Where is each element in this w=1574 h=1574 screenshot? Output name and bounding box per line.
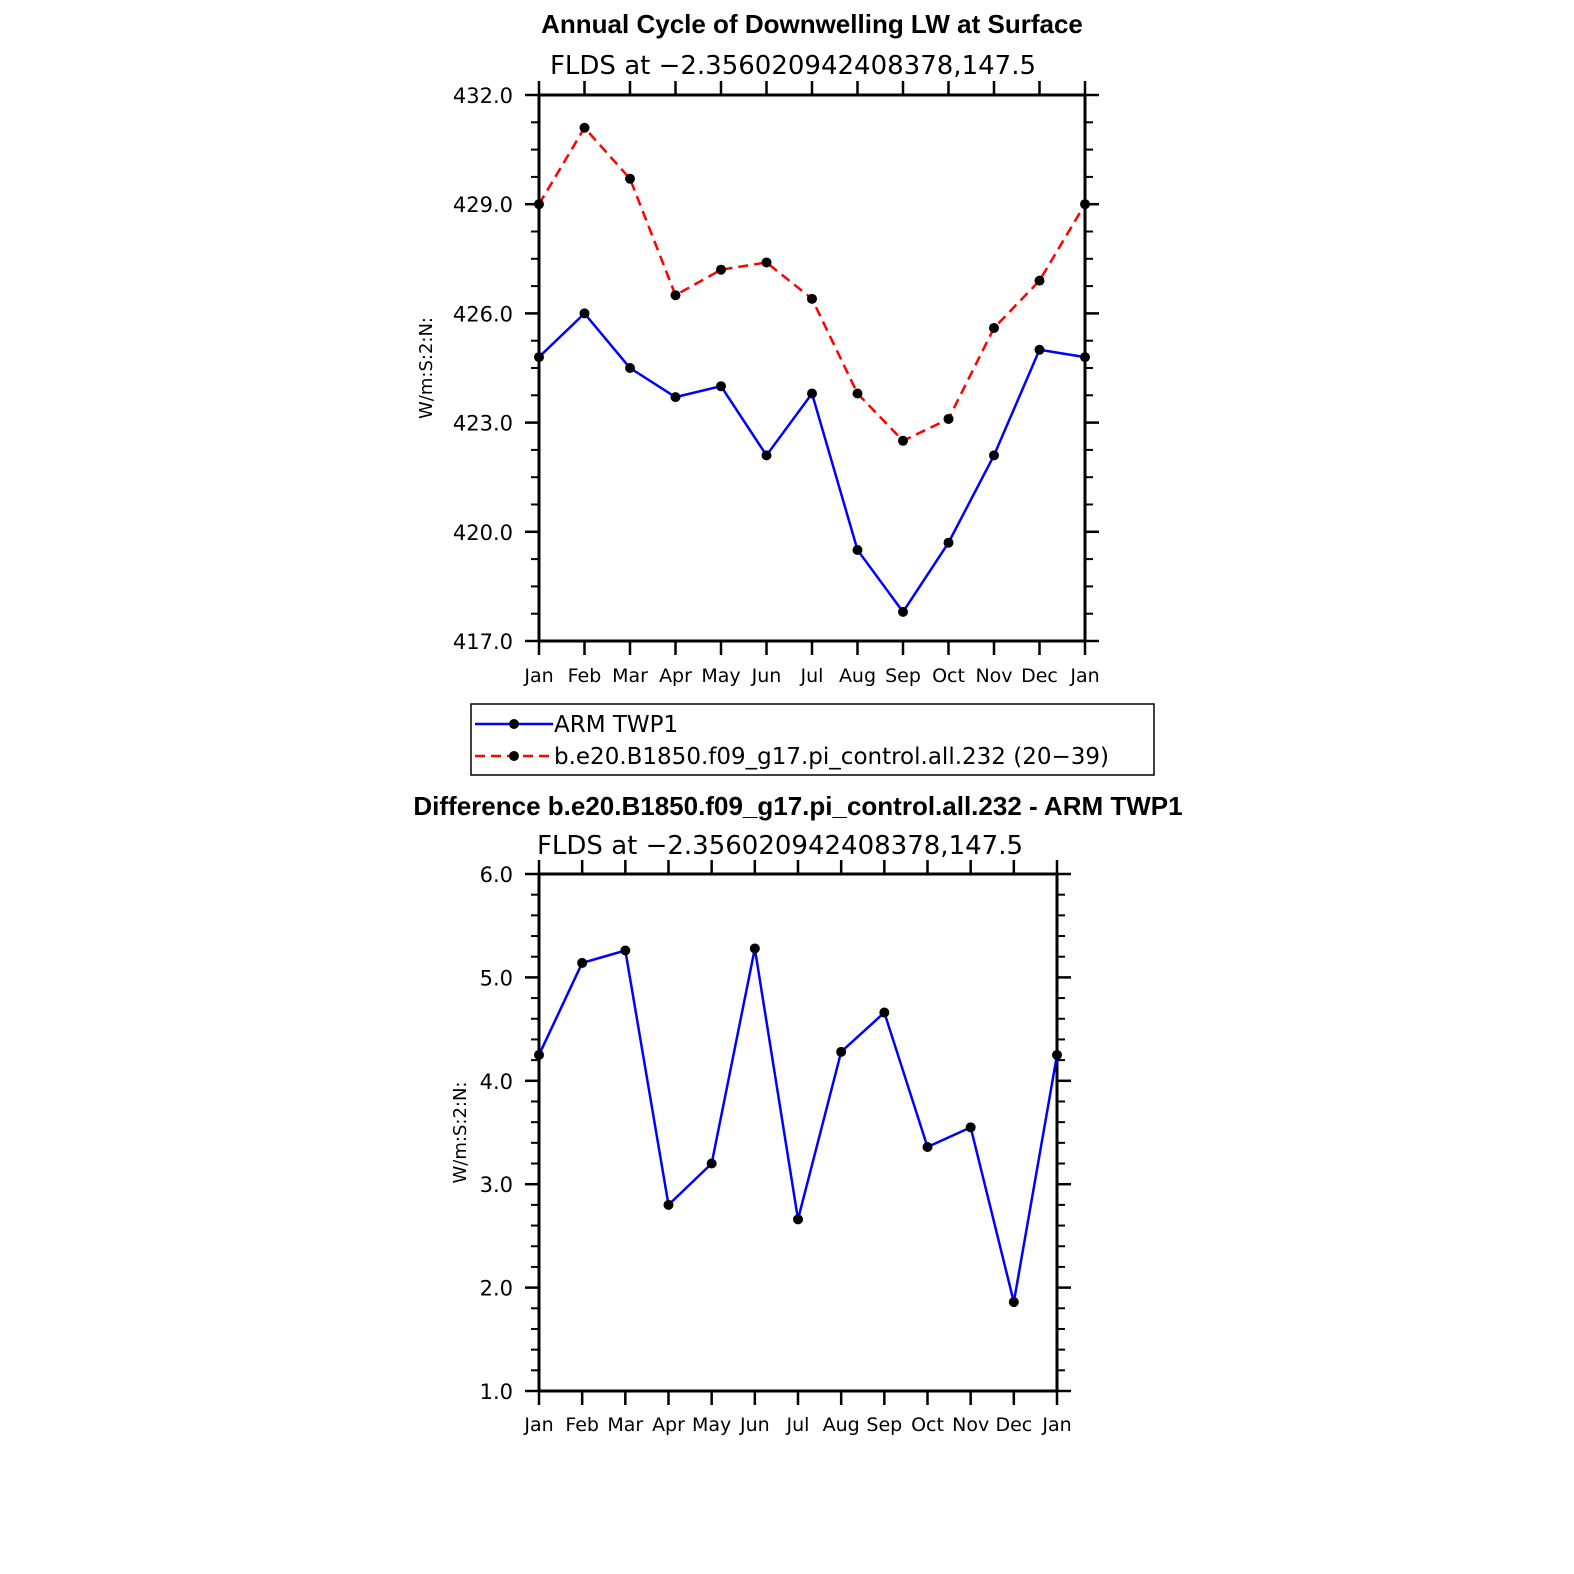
x-tick-label: Oct [932, 665, 965, 687]
data-point [965, 1122, 976, 1133]
data-point [1034, 344, 1045, 355]
legend-label: ARM TWP1 [554, 712, 678, 738]
data-point [943, 537, 954, 548]
data-point [1034, 275, 1045, 286]
y-tick-label: 5.0 [480, 966, 513, 990]
data-point [1052, 1049, 1062, 1060]
x-tick-label: Sep [885, 665, 921, 687]
data-point [1008, 1297, 1019, 1308]
y-tick-label: 3.0 [480, 1173, 513, 1197]
data-point [836, 1046, 847, 1057]
data-point [579, 308, 590, 319]
x-tick-label: Jun [739, 1414, 770, 1436]
data-point [793, 1214, 803, 1225]
x-tick-label: Jun [751, 665, 782, 687]
x-tick-label: Oct [911, 1414, 944, 1436]
data-point [716, 381, 726, 392]
x-tick-label: Jan [523, 665, 553, 687]
y-tick-label: 420.0 [453, 521, 513, 545]
difference-chart: Difference b.e20.B1850.f09_g17.pi_contro… [413, 791, 1182, 1436]
plot-frame [537, 93, 1087, 643]
chart-subtitle: FLDS at −2.356020942408378,147.5 [537, 831, 1023, 861]
data-point [989, 322, 999, 333]
data-point [852, 388, 863, 399]
series-line [538, 311, 1086, 615]
x-tick-label: Jan [1041, 1414, 1071, 1436]
plot-frame [537, 872, 1059, 1393]
x-tick-label: Nov [952, 1414, 989, 1436]
x-tick-label: Jul [800, 665, 824, 687]
x-tick-label: Sep [866, 1414, 902, 1436]
annual-cycle-chart: Annual Cycle of Downwelling LW at Surfac… [416, 9, 1100, 687]
x-tick-label: Dec [1021, 665, 1058, 687]
data-point [534, 352, 544, 363]
x-tick-label: Apr [652, 1414, 685, 1436]
y-axis-label: W/m:S:2:N: [416, 317, 437, 419]
chart-title: Difference b.e20.B1850.f09_g17.pi_contro… [413, 791, 1182, 821]
data-point [989, 450, 999, 461]
data-point [898, 606, 908, 617]
data-point [807, 388, 817, 399]
y-tick-label: 429.0 [453, 193, 513, 217]
x-tick-label: May [692, 1414, 731, 1436]
y-tick-label: 423.0 [453, 412, 513, 436]
chart-title: Annual Cycle of Downwelling LW at Surfac… [541, 9, 1083, 39]
data-point [879, 1007, 890, 1018]
y-tick-label: 417.0 [453, 630, 513, 654]
legend-marker [509, 751, 519, 761]
data-point [1080, 352, 1090, 363]
data-point [670, 392, 681, 403]
legend-marker [509, 719, 519, 729]
data-point [761, 257, 772, 268]
data-point [534, 199, 544, 210]
data-point [663, 1199, 674, 1210]
x-tick-label: Mar [607, 1414, 643, 1436]
data-point [943, 413, 954, 424]
data-point [922, 1141, 933, 1152]
data-point [716, 264, 726, 275]
x-tick-label: Dec [995, 1414, 1032, 1436]
data-point [706, 1158, 717, 1169]
y-tick-label: 426.0 [453, 302, 513, 326]
x-tick-label: Jan [523, 1414, 553, 1436]
data-point [620, 945, 631, 956]
x-tick-label: Aug [823, 1414, 860, 1436]
y-tick-label: 4.0 [480, 1070, 513, 1094]
x-tick-label: Aug [839, 665, 876, 687]
data-point [749, 943, 760, 954]
data-point [807, 293, 817, 304]
data-point [852, 545, 863, 555]
legend: ARM TWP1 b.e20.B1850.f09_g17.pi_control.a… [470, 703, 1155, 776]
y-tick-label: 6.0 [480, 863, 513, 887]
data-point [577, 957, 588, 968]
x-tick-label: Jul [786, 1414, 810, 1436]
x-tick-label: Feb [565, 1414, 599, 1436]
data-point [761, 450, 772, 461]
x-tick-label: May [701, 665, 740, 687]
y-tick-label: 2.0 [480, 1277, 513, 1301]
x-tick-label: Jan [1069, 665, 1099, 687]
x-tick-label: Apr [659, 665, 692, 687]
legend-label: b.e20.B1850.f09_g17.pi_control.all.232 (… [554, 744, 1109, 770]
legend-box [470, 703, 1155, 776]
y-tick-label: 1.0 [480, 1380, 513, 1404]
data-point [625, 173, 635, 184]
y-axis-label: W/m:S:2:N: [450, 1082, 471, 1184]
x-tick-label: Feb [568, 665, 602, 687]
chart-subtitle: FLDS at −2.356020942408378,147.5 [550, 51, 1036, 81]
y-tick-label: 432.0 [453, 84, 513, 108]
x-tick-label: Mar [612, 665, 648, 687]
series-line [537, 948, 1059, 1303]
x-tick-label: Nov [975, 665, 1012, 687]
data-point [579, 122, 590, 133]
data-point [1080, 199, 1090, 210]
data-point [670, 290, 681, 301]
data-point [625, 363, 635, 373]
data-point [898, 435, 908, 446]
data-point [534, 1049, 544, 1060]
